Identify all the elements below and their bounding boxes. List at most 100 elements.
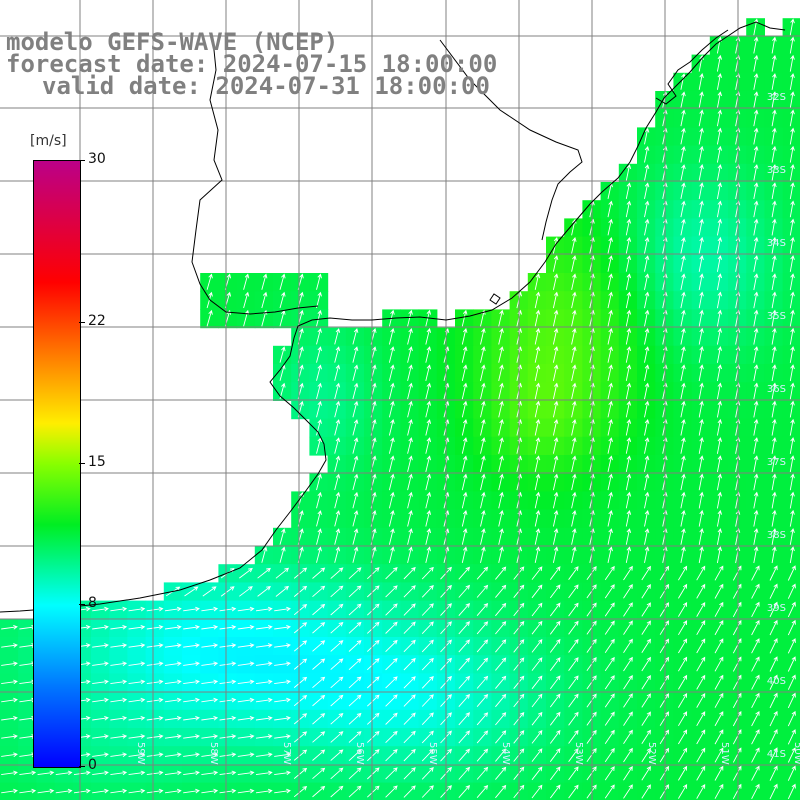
wind-arrow bbox=[183, 606, 200, 612]
wind-arrow bbox=[385, 730, 398, 744]
wind-arrow bbox=[753, 145, 759, 163]
wind-arrow bbox=[388, 455, 395, 473]
wind-arrow bbox=[552, 528, 559, 545]
wind-arrow bbox=[312, 658, 326, 670]
wind-arrow bbox=[348, 749, 362, 762]
wind-arrow bbox=[92, 679, 109, 685]
wind-arrow bbox=[279, 346, 286, 363]
wind-arrow bbox=[625, 291, 632, 309]
wind-arrow bbox=[753, 509, 759, 527]
wind-arrow bbox=[495, 693, 507, 708]
wind-arrow bbox=[476, 712, 489, 726]
colorbar-tick-mark bbox=[79, 766, 85, 767]
wind-arrow bbox=[531, 675, 543, 690]
wind-arrow bbox=[421, 676, 434, 689]
wind-arrow bbox=[678, 565, 688, 581]
wind-arrow bbox=[571, 546, 577, 563]
wind-arrow bbox=[385, 712, 398, 725]
wind-arrow bbox=[716, 528, 723, 545]
wind-arrow bbox=[789, 236, 795, 254]
wind-arrow bbox=[407, 546, 413, 564]
wind-arrow bbox=[751, 710, 760, 727]
colorbar-tick-mark bbox=[79, 160, 85, 161]
wind-arrow bbox=[771, 528, 777, 545]
wind-arrow bbox=[495, 639, 507, 653]
wind-arrow bbox=[164, 770, 182, 776]
wind-arrow bbox=[698, 255, 704, 272]
wind-arrow bbox=[146, 661, 164, 666]
wind-arrow bbox=[552, 309, 559, 327]
wind-arrow bbox=[698, 182, 704, 200]
wind-arrow bbox=[534, 546, 541, 563]
wind-arrow bbox=[753, 346, 759, 363]
wind-arrow bbox=[571, 437, 577, 454]
wind-arrow bbox=[219, 697, 237, 703]
wind-arrow bbox=[201, 752, 219, 757]
wind-arrow bbox=[146, 606, 164, 612]
wind-arrow bbox=[678, 620, 688, 636]
wind-arrow bbox=[476, 584, 489, 598]
wind-arrow bbox=[787, 765, 796, 781]
wind-arrow bbox=[604, 620, 615, 635]
wind-direction-arrows bbox=[1, 18, 796, 800]
wind-arrow bbox=[531, 584, 543, 599]
wind-arrow bbox=[534, 291, 541, 309]
wind-arrow bbox=[769, 619, 778, 636]
wind-arrow bbox=[644, 327, 650, 345]
wind-arrow bbox=[714, 620, 724, 636]
wind-arrow bbox=[312, 585, 326, 598]
wind-arrow bbox=[641, 784, 651, 799]
wind-arrow bbox=[366, 785, 380, 798]
wind-arrow bbox=[237, 679, 255, 685]
wind-arrow bbox=[531, 602, 543, 617]
wind-arrow bbox=[698, 91, 704, 109]
wind-arrow bbox=[732, 565, 742, 581]
wind-arrow bbox=[753, 327, 759, 345]
wind-arrow bbox=[312, 603, 326, 616]
wind-arrow bbox=[201, 788, 219, 794]
wind-arrow bbox=[316, 400, 322, 418]
wind-arrow bbox=[732, 583, 742, 599]
wind-arrow bbox=[348, 640, 362, 652]
wind-arrow bbox=[425, 455, 432, 473]
wind-arrow bbox=[219, 606, 237, 612]
wind-arrow bbox=[644, 236, 650, 254]
wind-arrow bbox=[219, 624, 237, 630]
wind-arrow bbox=[680, 364, 686, 381]
wind-arrow bbox=[625, 255, 632, 272]
wind-arrow bbox=[680, 236, 686, 254]
wind-arrow bbox=[388, 364, 395, 382]
wind-arrow bbox=[696, 729, 706, 745]
wind-arrow bbox=[751, 619, 760, 636]
wind-arrow bbox=[201, 770, 219, 776]
wind-arrow bbox=[128, 788, 146, 794]
wind-arrow bbox=[366, 567, 380, 580]
wind-arrow bbox=[316, 346, 322, 363]
wind-arrow bbox=[421, 694, 434, 707]
wind-arrow bbox=[680, 109, 686, 127]
wind-arrow bbox=[330, 621, 344, 634]
wind-arrow bbox=[183, 679, 200, 685]
wind-arrow bbox=[495, 712, 507, 726]
wind-arrow bbox=[461, 455, 468, 473]
wind-arrow bbox=[571, 382, 577, 400]
wind-arrow bbox=[604, 584, 615, 599]
wind-arrow bbox=[421, 585, 434, 598]
wind-arrow bbox=[549, 638, 561, 653]
colorbar-tick-label: 30 bbox=[88, 151, 106, 167]
wind-arrow bbox=[476, 621, 489, 635]
wind-arrow bbox=[698, 127, 704, 145]
wind-arrow bbox=[110, 606, 128, 612]
wind-arrow bbox=[403, 785, 416, 798]
wind-arrow bbox=[571, 509, 577, 527]
wind-arrow bbox=[771, 327, 777, 345]
wind-arrow bbox=[753, 309, 759, 327]
wind-arrow bbox=[659, 729, 669, 745]
wind-arrow bbox=[716, 54, 723, 72]
wind-arrow bbox=[293, 585, 308, 597]
wind-arrow bbox=[239, 586, 253, 597]
wind-arrow bbox=[274, 770, 291, 776]
wind-arrow bbox=[146, 788, 164, 794]
wind-arrow bbox=[659, 765, 669, 781]
wind-arrow bbox=[696, 656, 706, 672]
